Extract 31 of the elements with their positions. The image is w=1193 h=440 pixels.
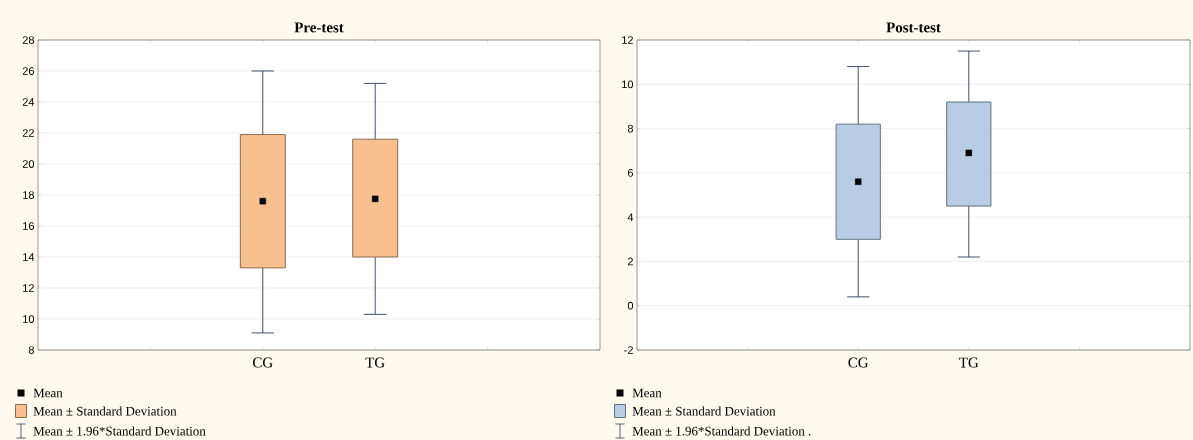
text: Mean: [632, 388, 662, 398]
x-tick-label: CG: [253, 357, 273, 368]
y-tick-label: 6: [627, 168, 633, 177]
y-tick-label: 22: [22, 129, 34, 137]
y-tick-label: 10: [23, 315, 35, 323]
x-tick-label: CG: [848, 357, 869, 368]
y-tick-label: 4: [627, 213, 634, 221]
y-tick-label: 8: [627, 124, 633, 133]
chart-title: Post-test: [886, 22, 941, 33]
y-tick-label: 26: [22, 67, 34, 75]
y-tick-label: 8: [28, 346, 34, 354]
text: Mean ± Standard Deviation: [33, 406, 177, 416]
y-tick-label: 20: [22, 160, 35, 168]
y-tick-label: 2: [627, 257, 633, 266]
y-tick-label: 24: [22, 98, 35, 106]
chart-title: Pre-test: [294, 22, 344, 33]
y-tick-label: 0: [627, 301, 634, 310]
text: Mean ± 1.96*Standard Deviation: [33, 426, 206, 436]
y-tick-label: 14: [23, 253, 35, 261]
y-tick-label: 16: [23, 222, 34, 230]
x-tick-label: TG: [959, 357, 979, 368]
y-tick-label: 12: [23, 284, 34, 292]
y-tick-label: 28: [22, 36, 34, 44]
y-tick-label: 10: [622, 80, 634, 89]
text: Mean: [33, 388, 63, 398]
text: Mean ± Standard Deviation: [632, 406, 776, 416]
y-tick-label: -2: [624, 346, 633, 354]
text: Mean ± 1.96*Standard Deviation .: [632, 426, 811, 436]
y-tick-label: 12: [622, 36, 633, 44]
y-tick-label: 18: [23, 191, 34, 199]
x-tick-label: TG: [365, 357, 385, 368]
